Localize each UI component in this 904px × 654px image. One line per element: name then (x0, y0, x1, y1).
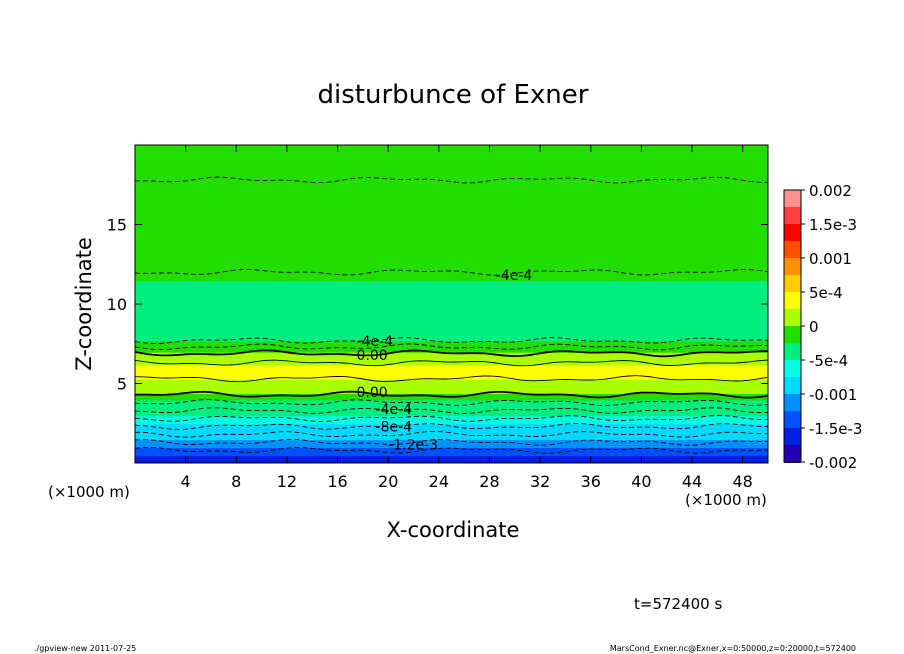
x-axis: 4 8 12 16 20 24 28 32 36 40 44 48 (181, 145, 753, 491)
color-bands (135, 145, 768, 463)
x-tick-label-0: 4 (181, 472, 191, 491)
x-tick-label-9: 40 (631, 472, 651, 491)
contour-10 (135, 349, 768, 358)
contour-lines (135, 176, 768, 454)
contour-label-7: 0.00 (357, 385, 388, 401)
x-tick-label-10: 44 (682, 472, 702, 491)
band-5 (135, 414, 768, 425)
footer-left: ./gpview-new 2011-07-25 (34, 644, 136, 653)
y-axis-label: Z-coordinate (72, 237, 96, 371)
contour-label-5: -4e-4 (376, 402, 413, 418)
contour-label-12: -4e-4 (357, 334, 394, 350)
contour-label-13: -4e-4 (496, 268, 533, 284)
contour-8 (135, 375, 768, 383)
contour-6 (135, 399, 768, 407)
x-tick-label-5: 24 (429, 472, 449, 491)
band-1 (135, 446, 768, 457)
colorbar-label-3: 5e-4 (809, 284, 843, 302)
colorbar-cell-8 (784, 326, 801, 343)
band-17 (135, 145, 768, 178)
colorbar-cell-3 (784, 241, 801, 258)
colorbar-cell-14 (784, 428, 801, 445)
colorbar-cell-0 (784, 190, 801, 207)
contour-14 (135, 176, 768, 184)
footer-right: MarsCond_Exner.nc@Exner,x=0:50000,z=0:20… (610, 644, 856, 653)
band-0 (135, 454, 768, 463)
colorbar-cell-13 (784, 411, 801, 428)
y-tick-label-0: 5 (117, 375, 127, 394)
time-label: t=572400 s (634, 595, 722, 613)
x-tick-label-3: 16 (327, 472, 347, 491)
band-6 (135, 406, 768, 417)
colorbar-label-4: 0 (809, 318, 819, 336)
colorbar-cell-9 (784, 343, 801, 360)
band-15 (135, 223, 768, 282)
band-9 (135, 377, 768, 395)
y-tick-label-2: 15 (107, 216, 127, 235)
x-axis-label: X-coordinate (387, 518, 520, 542)
band-16 (135, 175, 768, 226)
contour-0 (135, 446, 768, 454)
band-2 (135, 438, 768, 449)
contour-9 (135, 359, 768, 367)
contour-label-3: -8e-4 (376, 419, 413, 435)
colorbar-label-1: 1.5e-3 (809, 216, 857, 234)
colorbar-cell-2 (784, 224, 801, 241)
colorbar-cell-7 (784, 309, 801, 326)
colorbar-label-5: -5e-4 (809, 352, 848, 370)
x-unit-right: (×1000 m) (685, 491, 767, 509)
band-4 (135, 422, 768, 433)
contour-12 (135, 337, 768, 344)
colorbar-cell-5 (784, 275, 801, 292)
x-tick-label-4: 20 (378, 472, 398, 491)
band-3 (135, 430, 768, 441)
contour-3 (135, 422, 768, 430)
colorbar-cell-10 (784, 360, 801, 377)
plot-area: -1.2e-3-8e-4-4e-40.000.00-4e-4-4e-4 4 8 12… (107, 144, 769, 491)
x-tick-label-7: 32 (530, 472, 550, 491)
chart-title: disturbunce of Exner (318, 80, 589, 110)
colorbar-label-7: -1.5e-3 (809, 420, 862, 438)
band-12 (135, 339, 768, 353)
x-tick-label-11: 48 (733, 472, 753, 491)
contour-11 (135, 343, 768, 351)
contour-label-10: 0.00 (357, 348, 388, 364)
contour-13 (135, 268, 768, 276)
x-unit-left: (×1000 m) (48, 483, 130, 501)
x-tick-label-1: 8 (231, 472, 241, 491)
contour-7 (135, 390, 768, 399)
colorbar-label-0: 0.002 (809, 182, 852, 200)
colorbar-label-8: -0.002 (809, 454, 857, 472)
y-tick-label-1: 10 (107, 295, 127, 314)
band-7 (135, 398, 768, 409)
contour-4 (135, 415, 768, 422)
colorbar-cell-12 (784, 394, 801, 411)
colorbar-cell-4 (784, 258, 801, 275)
colorbar-label-2: 0.001 (809, 250, 852, 268)
band-14 (135, 279, 768, 313)
colorbar: 0.002 1.5e-3 0.001 5e-4 0 -5e-4 -0.001 -1.5e-3 -… (783, 182, 862, 472)
colorbar-cell-11 (784, 377, 801, 394)
x-tick-label-8: 36 (581, 472, 601, 491)
x-tick-label-6: 28 (479, 472, 499, 491)
colorbar-cell-1 (784, 207, 801, 224)
band-13 (135, 310, 768, 342)
colorbar-label-6: -0.001 (809, 386, 857, 404)
x-tick-label-2: 12 (277, 472, 297, 491)
contour-1 (135, 438, 768, 446)
y-axis: 5 10 15 (107, 216, 768, 394)
colorbar-cell-6 (784, 292, 801, 309)
colorbar-cell-15 (784, 445, 801, 462)
contour-labels: -1.2e-3-8e-4-4e-40.000.00-4e-4-4e-4 (357, 268, 533, 453)
contour-label-1: -1.2e-3 (388, 437, 438, 453)
contour-5 (135, 407, 768, 414)
contour-2 (135, 430, 768, 438)
band-10 (135, 363, 768, 380)
